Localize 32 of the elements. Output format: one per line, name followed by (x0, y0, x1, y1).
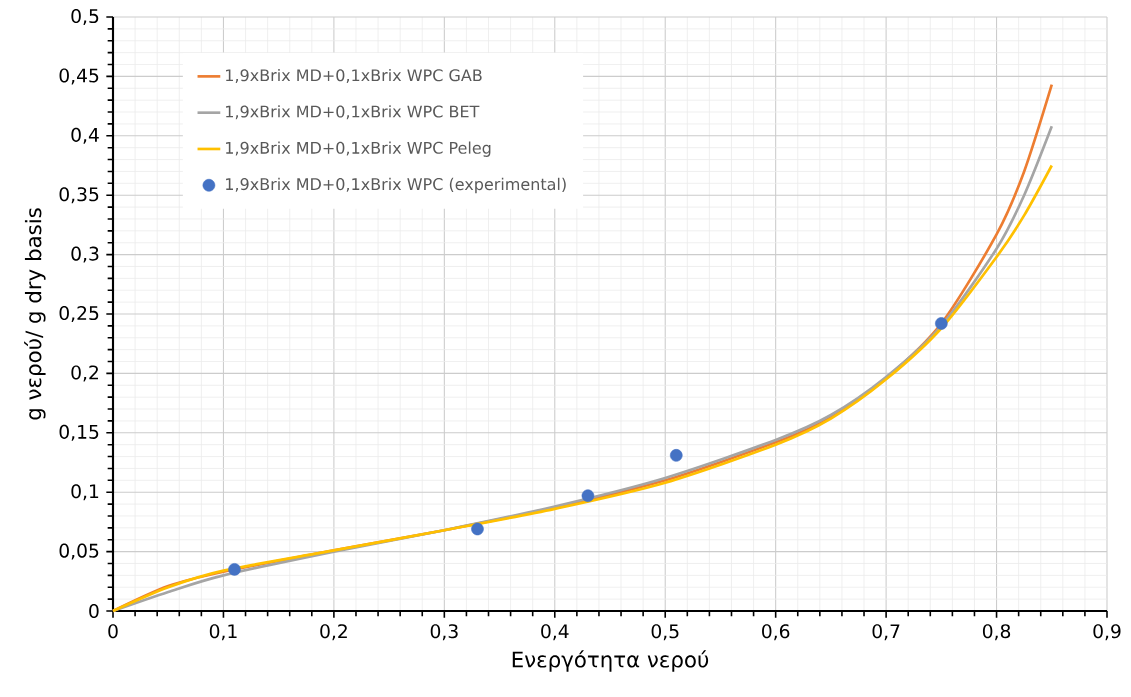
x-tick-label: 0 (108, 624, 118, 639)
y-tick-label: 0,5 (71, 8, 99, 26)
legend-label: 1,9xBrix MD+0,1xBrix WPC (experimental) (226, 177, 566, 194)
x-tick-label: 0,7 (872, 624, 900, 641)
x-axis-title: Ενεργότητα νερού (512, 650, 709, 672)
y-tick-label: 0,45 (59, 68, 99, 85)
x-tick-label: 0,9 (1093, 624, 1121, 641)
y-tick-label: 0,05 (59, 543, 99, 560)
y-tick-label: 0 (89, 603, 99, 619)
x-tick-label: 0,4 (541, 624, 569, 641)
x-tick-label: 0,8 (982, 624, 1011, 641)
y-tick-label: 0,1 (71, 484, 99, 501)
x-tick-label: 0,2 (320, 624, 347, 641)
point (935, 317, 948, 330)
y-tick-label: 0,35 (59, 187, 99, 204)
point (670, 449, 683, 462)
point (581, 489, 595, 503)
legend-label: 1,9xBrix MD+0,1xBrix WPC GAB (226, 68, 482, 83)
x-tick-label: 0,3 (430, 624, 458, 641)
x-tick-label: 0,5 (651, 624, 679, 641)
y-axis-title: g νερού/ g dry basis (24, 208, 46, 420)
point (228, 563, 241, 576)
y-tick-label: 0,4 (71, 127, 99, 144)
y-tick-label: 0,25 (59, 305, 99, 323)
x-tick-label: 0,1 (209, 624, 237, 641)
y-tick-label: 0,15 (59, 424, 99, 441)
legend-label: 1,9xBrix MD+0,1xBrix WPC Peleg (226, 141, 491, 157)
y-tick-label: 0,3 (71, 246, 99, 263)
legend-label: 1,9xBrix MD+0,1xBrix WPC BET (226, 105, 480, 120)
point (471, 522, 484, 536)
x-tick-label: 0,6 (762, 624, 790, 641)
y-tick-label: 0,2 (71, 365, 98, 382)
